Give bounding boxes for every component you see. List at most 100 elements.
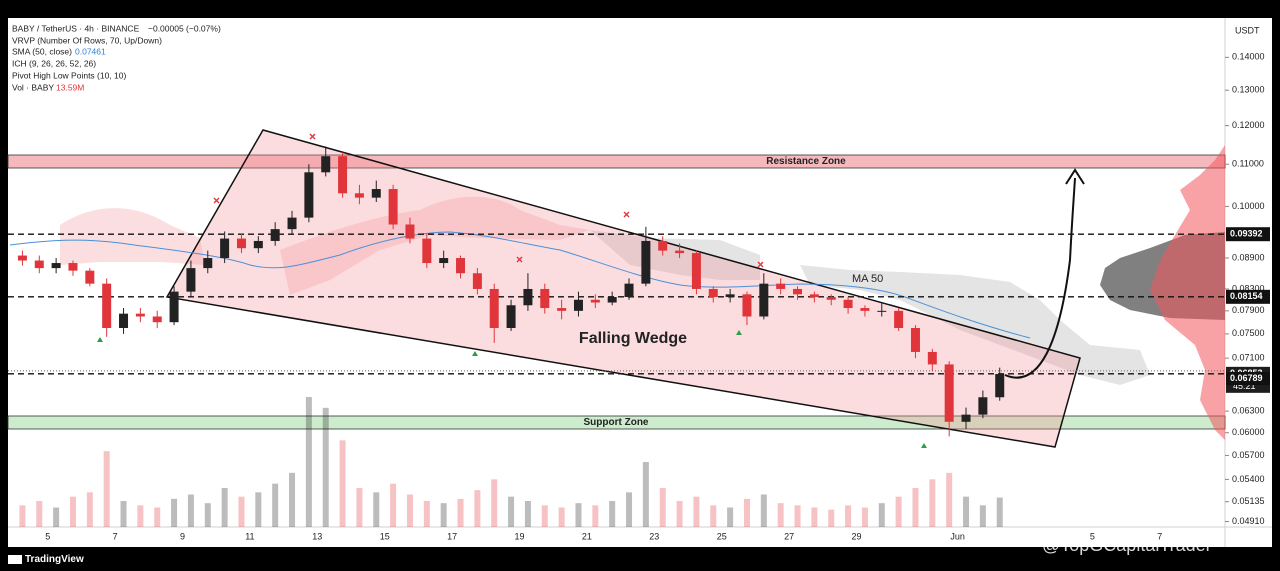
volume-bar: [845, 505, 852, 527]
candle-body: [422, 238, 432, 264]
volume-bar: [356, 488, 363, 527]
x-tick-label: 19: [514, 531, 524, 541]
volume-bar: [322, 407, 329, 527]
candle-body: [354, 193, 364, 198]
volume-bar: [171, 498, 178, 527]
volume-bar: [592, 505, 599, 527]
candle-body: [253, 240, 263, 249]
ichimoku-cloud: [800, 265, 1150, 385]
volume-bar: [221, 488, 228, 527]
x-tick-label: 15: [380, 531, 390, 541]
volume-bar: [609, 501, 616, 527]
volume-bar: [339, 440, 346, 527]
candle-body: [186, 268, 196, 292]
candle-body: [506, 305, 516, 328]
candle-body: [456, 258, 466, 274]
indicator-label: SMA (50, close): [12, 46, 72, 56]
price-tag: [1226, 289, 1270, 304]
volume-bar: [53, 507, 60, 527]
volume-bar: [929, 479, 936, 527]
brand-logo: [8, 555, 22, 564]
candle-body: [944, 364, 954, 422]
volume-bar: [474, 490, 481, 527]
candle-body: [270, 229, 280, 241]
candle-body: [759, 283, 769, 317]
volume-bar: [828, 509, 835, 527]
volume-bar: [440, 503, 447, 527]
candle-body: [809, 294, 819, 298]
volume-bar: [508, 496, 515, 527]
volume-bar: [710, 505, 717, 527]
candle-body: [540, 288, 550, 309]
indicator-value: 13.59M: [56, 82, 84, 92]
candle-body: [927, 351, 937, 365]
volume-bar: [895, 496, 902, 527]
candle-body: [203, 258, 213, 269]
candle-body: [85, 270, 95, 284]
candle-body: [287, 217, 297, 230]
volume-bar: [676, 501, 683, 527]
candle-body: [641, 240, 651, 284]
resistance-zone: [7, 154, 1226, 169]
volume-bar: [255, 492, 262, 527]
volume-bar: [659, 488, 666, 527]
chart-title: BABY / TetherUS · 4h · BINANCE: [12, 23, 140, 33]
candle-body: [135, 313, 145, 317]
ichimoku-cloud: [590, 230, 760, 280]
volume-bar: [491, 479, 498, 527]
volume-bar: [743, 498, 750, 527]
volume-bar: [36, 501, 43, 527]
volume-bar: [86, 492, 93, 527]
candle-body: [405, 224, 415, 239]
sma-line: [9, 231, 1031, 339]
y-tick-label: 0.05135: [1232, 496, 1265, 506]
volume-bar: [305, 397, 312, 527]
arrow-head: [1065, 168, 1085, 185]
price-tag-label: 0.09392: [1230, 229, 1263, 239]
y-tick-label: 0.13000: [1232, 85, 1265, 95]
volume-profile: [1150, 145, 1225, 440]
y-tick-label: 0.06000: [1232, 427, 1265, 437]
price-change: −0.00005 (−0.07%): [148, 23, 221, 33]
volume-bar: [642, 462, 649, 527]
volume-bar: [575, 503, 582, 527]
candle-body: [843, 299, 853, 309]
candle-body: [523, 288, 533, 306]
candle-body: [371, 189, 381, 198]
ichimoku-cloud: [60, 208, 205, 265]
candle-body: [910, 327, 920, 352]
indicator-label: Vol · BABY: [12, 82, 54, 92]
indicator-value: 0.07461: [75, 46, 106, 56]
price-tag: [1226, 371, 1270, 385]
price-tag-label: 0.06789: [1230, 373, 1263, 383]
candle-body: [388, 189, 398, 225]
candle-body: [675, 250, 685, 254]
y-tick-label: 0.06300: [1232, 405, 1265, 415]
candle-body: [34, 260, 44, 269]
currency-label: USDT: [1235, 25, 1260, 35]
indicator-label: Pivot High Low Points (10, 10): [12, 70, 127, 80]
volume-bar: [103, 451, 110, 527]
x-tick-label: Jun: [950, 531, 965, 541]
candle-body: [17, 255, 27, 261]
candle-body: [573, 299, 583, 311]
candle-body: [725, 294, 735, 298]
volume-bar: [137, 505, 144, 527]
candle-body: [742, 294, 752, 317]
x-tick-label: 13: [312, 531, 322, 541]
candle-body: [776, 283, 786, 289]
candle-body: [119, 313, 129, 328]
volume-bar: [187, 494, 194, 527]
candle-body: [51, 263, 61, 269]
candle-body: [658, 240, 668, 251]
volume-bar: [406, 494, 413, 527]
x-tick-label: 7: [1157, 531, 1162, 541]
volume-bar: [794, 505, 801, 527]
candle-body: [304, 172, 314, 218]
x-tick-label: 17: [447, 531, 457, 541]
countdown: 45:21: [1233, 381, 1256, 391]
candle-body: [236, 238, 246, 249]
volume-bar: [390, 483, 397, 527]
ichimoku-cloud: [280, 196, 590, 295]
candle-body: [708, 288, 718, 298]
